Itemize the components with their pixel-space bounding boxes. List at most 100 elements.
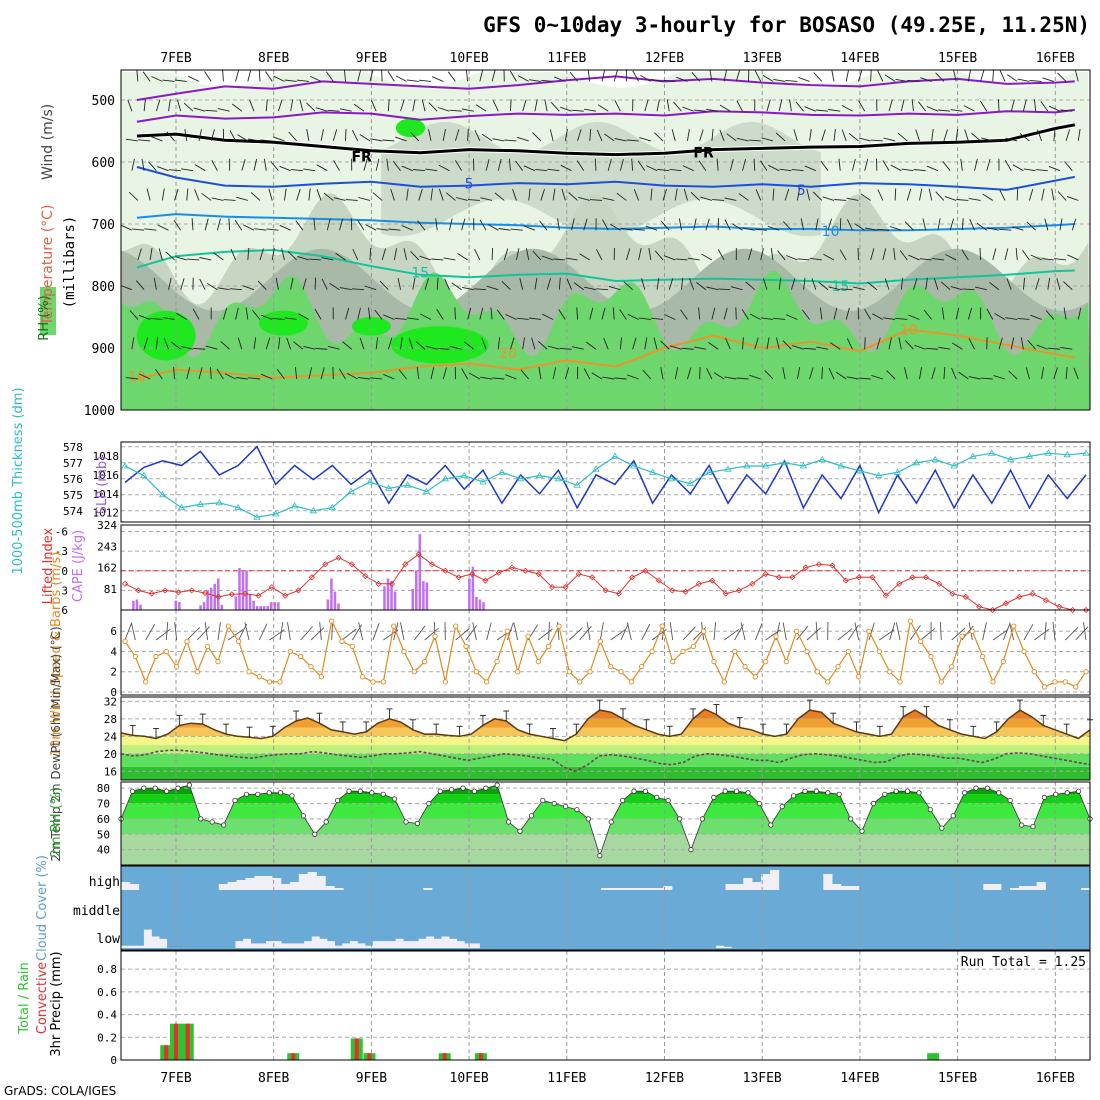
bottom-date-15FEB: 15FEB: [938, 1071, 977, 1086]
wind-barb: [833, 307, 838, 320]
rh-point: [847, 816, 854, 822]
wind-point: [845, 648, 851, 655]
wind-barb: [1010, 99, 1015, 112]
wind-barb: [943, 129, 948, 142]
rh-point: [676, 816, 683, 822]
thickness-tick-578: 578: [63, 441, 83, 454]
wind-barb: [698, 160, 707, 171]
rh-point: [323, 819, 329, 825]
contour-label: 5: [797, 183, 806, 199]
wind-barb: [960, 158, 963, 171]
wind-barb: [664, 314, 676, 320]
wind-barb: [223, 199, 236, 201]
cloud-high-bar: [316, 876, 326, 890]
wind-barb: [586, 622, 591, 641]
wind-barb: [398, 369, 407, 380]
wind-barb: [754, 623, 763, 641]
wind-barb: [397, 277, 402, 290]
wind-barb: [907, 80, 920, 82]
wind-barb: [623, 281, 633, 291]
cape-bar: [277, 602, 280, 610]
wind-barb: [596, 249, 603, 261]
wind-barb: [186, 367, 191, 380]
cape-bar: [330, 578, 333, 610]
rh-point: [357, 788, 363, 794]
bottom-date-axis: 7FEB 8FEB 9FEB 10FEB 11FEB 12FEB 13FEB 14FEB 15F…: [160, 1071, 1075, 1086]
thickness-point: [215, 499, 223, 506]
rh-point: [745, 790, 751, 796]
wind-barb: [888, 99, 893, 112]
wind-barb: [806, 627, 821, 641]
top-date-13FEB: 13FEB: [743, 51, 782, 66]
wind-barb: [1007, 74, 1018, 82]
temp-side-label: Temperature (°C): [40, 205, 56, 327]
rh-tick-60: 60: [97, 813, 110, 826]
cape-bar: [202, 602, 206, 610]
wind-barb: [327, 345, 340, 350]
wind-point: [825, 679, 831, 685]
wind-barb: [726, 133, 737, 142]
wind-barb: [632, 70, 640, 82]
wind-barb: [928, 188, 933, 201]
wind-barb: [374, 309, 383, 320]
wind-barb: [949, 218, 955, 231]
cloud-high-bar: [663, 886, 673, 890]
wind-barb: [882, 248, 887, 261]
cloud-frame: [120, 865, 1091, 951]
wind-axis-label: 10m Wind Speed & Barbs (m/s): [49, 552, 64, 757]
wind-barb: [899, 250, 908, 261]
wind-barb: [522, 99, 527, 112]
wind-barb: [314, 308, 322, 320]
wind-barb: [829, 342, 841, 350]
wind-barb: [708, 342, 719, 350]
temp-axis-label: 2m Temp 2m DewPt (6hr Min/Max) (°C): [49, 626, 63, 861]
wind-barb: [1006, 278, 1012, 290]
wind-barb: [778, 277, 782, 290]
wind-barb: [766, 99, 771, 112]
wind-barb: [1004, 159, 1012, 171]
wind-barb: [151, 76, 163, 82]
wind-barb: [351, 129, 359, 142]
wind-barb: [486, 285, 499, 291]
lifted-line: [124, 553, 1086, 611]
thickness-point: [234, 503, 242, 510]
wind-barb: [497, 337, 501, 350]
wind-barb: [363, 158, 368, 171]
wind-barb: [871, 374, 883, 380]
wind-barb: [1057, 72, 1067, 82]
cape-bar: [273, 602, 277, 610]
wind-point: [163, 648, 169, 655]
rh-point: [859, 828, 865, 834]
wind-barb: [789, 99, 792, 112]
rh-point: [300, 813, 306, 819]
cloud-high-bar: [823, 874, 833, 890]
wind-barb: [919, 367, 923, 380]
wind-barb: [475, 104, 487, 112]
wind-barb: [148, 161, 157, 171]
cape-bar: [422, 581, 425, 610]
wind-barb: [181, 168, 194, 172]
wind-barb: [315, 107, 328, 112]
lifted-point: [1069, 606, 1076, 614]
wind-barb: [222, 69, 224, 82]
cloud-high-bar: [289, 882, 300, 890]
thickness-point: [611, 452, 619, 459]
wind-barb: [316, 189, 322, 201]
wind-barb: [1053, 367, 1058, 380]
wind-barb: [571, 346, 584, 350]
wind-barb: [474, 129, 481, 142]
wind-barb: [839, 218, 842, 231]
wind-barb: [425, 345, 438, 350]
wind-barb: [447, 71, 456, 82]
wind-barb: [383, 373, 395, 380]
cloud-low-bar: [311, 936, 320, 948]
temp-band: [121, 709, 1090, 711]
wind-point: [742, 664, 748, 670]
wind-barb: [980, 69, 985, 82]
rh-point: [927, 807, 934, 813]
thickness-point: [724, 465, 732, 472]
wind-barb: [120, 224, 133, 231]
wind-barb: [822, 196, 835, 201]
wind-barb: [124, 623, 132, 641]
cloud-high-bar: [769, 870, 780, 890]
